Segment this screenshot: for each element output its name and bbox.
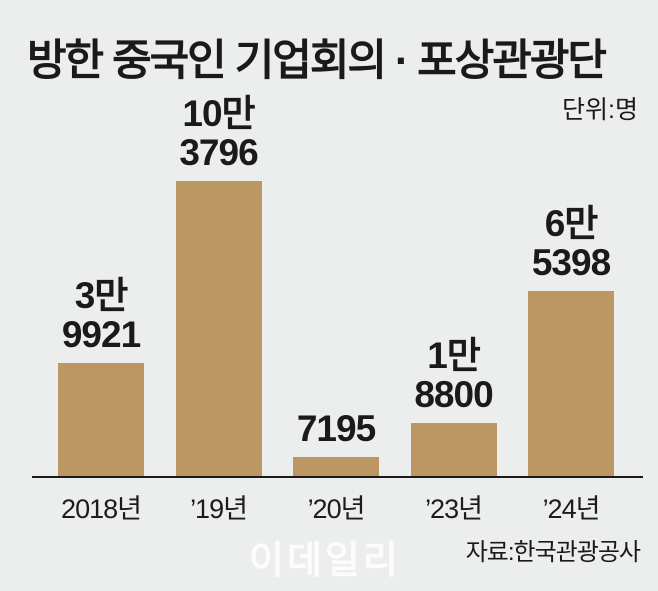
bar-value-label: 3만 9921 (61, 275, 141, 355)
bar (528, 291, 614, 477)
bar (175, 181, 262, 477)
bar-value-label: 6만 5398 (531, 203, 611, 283)
bar (58, 363, 144, 477)
x-axis-line (32, 476, 643, 478)
x-axis-label: ’23년 (425, 494, 483, 524)
source-label: 자료:한국관광공사 (465, 539, 641, 566)
chart-title: 방한 중국인 기업회의 · 포상관광단 (27, 37, 607, 85)
x-axis-label: ’19년 (190, 494, 248, 524)
bar (293, 457, 379, 477)
unit-label: 단위:명 (562, 96, 638, 124)
edaily-watermark: 이데일리 (249, 540, 401, 582)
x-axis-label: 2018년 (61, 494, 142, 524)
x-axis-label: ’24년 (542, 494, 601, 524)
bar (410, 423, 497, 477)
bar-value-label: 10만 3796 (179, 93, 258, 173)
bar-value-label: 7195 (296, 408, 376, 449)
bar-value-label: 1만 8800 (414, 335, 493, 415)
x-axis-label: ’20년 (307, 494, 366, 524)
